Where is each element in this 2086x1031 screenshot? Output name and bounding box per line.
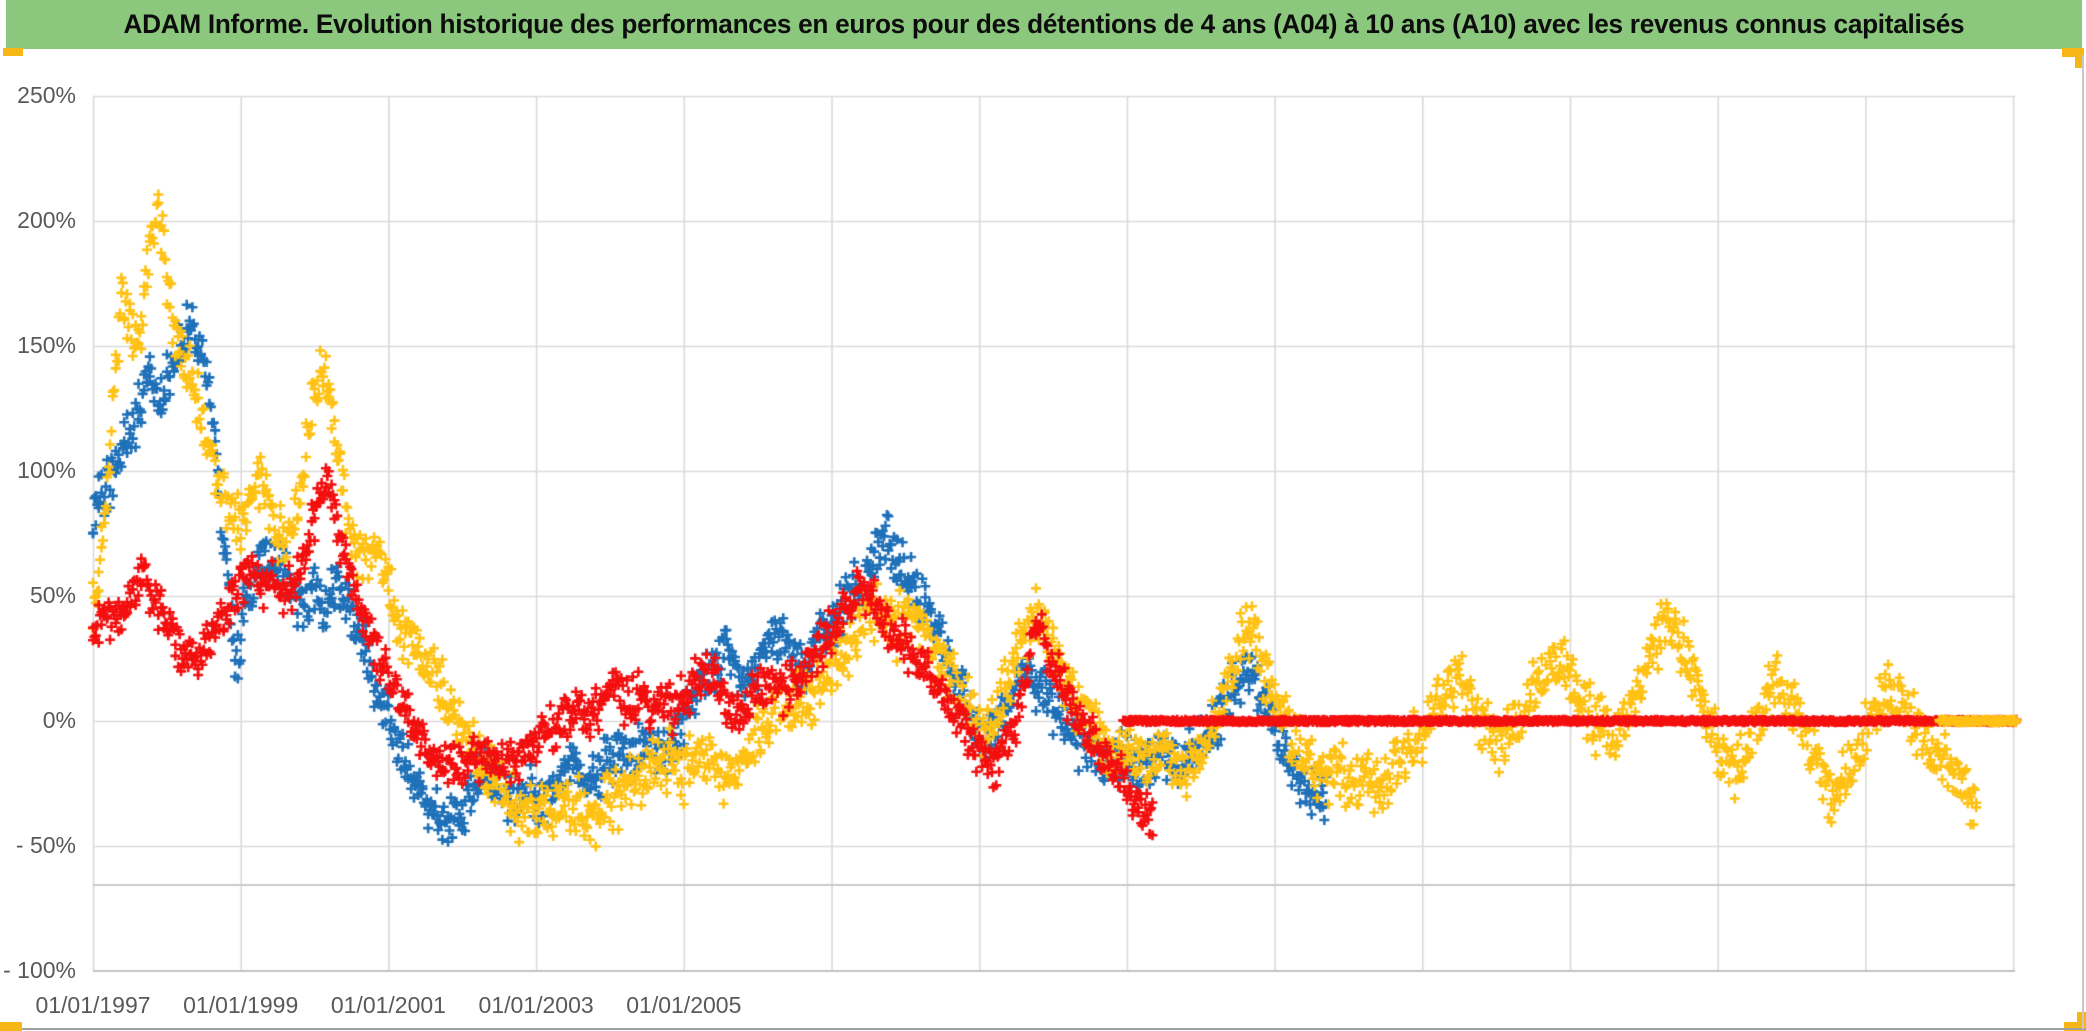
y-axis-tick-label: 50%	[29, 582, 76, 608]
slide-border-bottom	[22, 1028, 2086, 1030]
x-axis-tick-label: 01/01/2001	[330, 992, 446, 1018]
x-axis-tick-label: 01/01/2003	[478, 992, 594, 1018]
x-axis-tick-label: 01/01/1999	[183, 992, 299, 1018]
x-axis-tick-label: 01/01/1997	[35, 992, 151, 1018]
y-axis-tick-label: 150%	[17, 332, 76, 358]
slide-border-right	[2082, 55, 2084, 1029]
y-axis-tick-label: 250%	[17, 82, 76, 108]
y-axis-tick-label: 100%	[17, 457, 76, 483]
y-axis-tick-label: - 100%	[3, 957, 76, 983]
y-axis-tick-label: 200%	[17, 207, 76, 233]
y-axis-tick-label: 0%	[42, 707, 76, 733]
x-axis-tick-label: 01/01/2005	[626, 992, 742, 1018]
y-axis-tick-label: - 50%	[15, 832, 76, 858]
